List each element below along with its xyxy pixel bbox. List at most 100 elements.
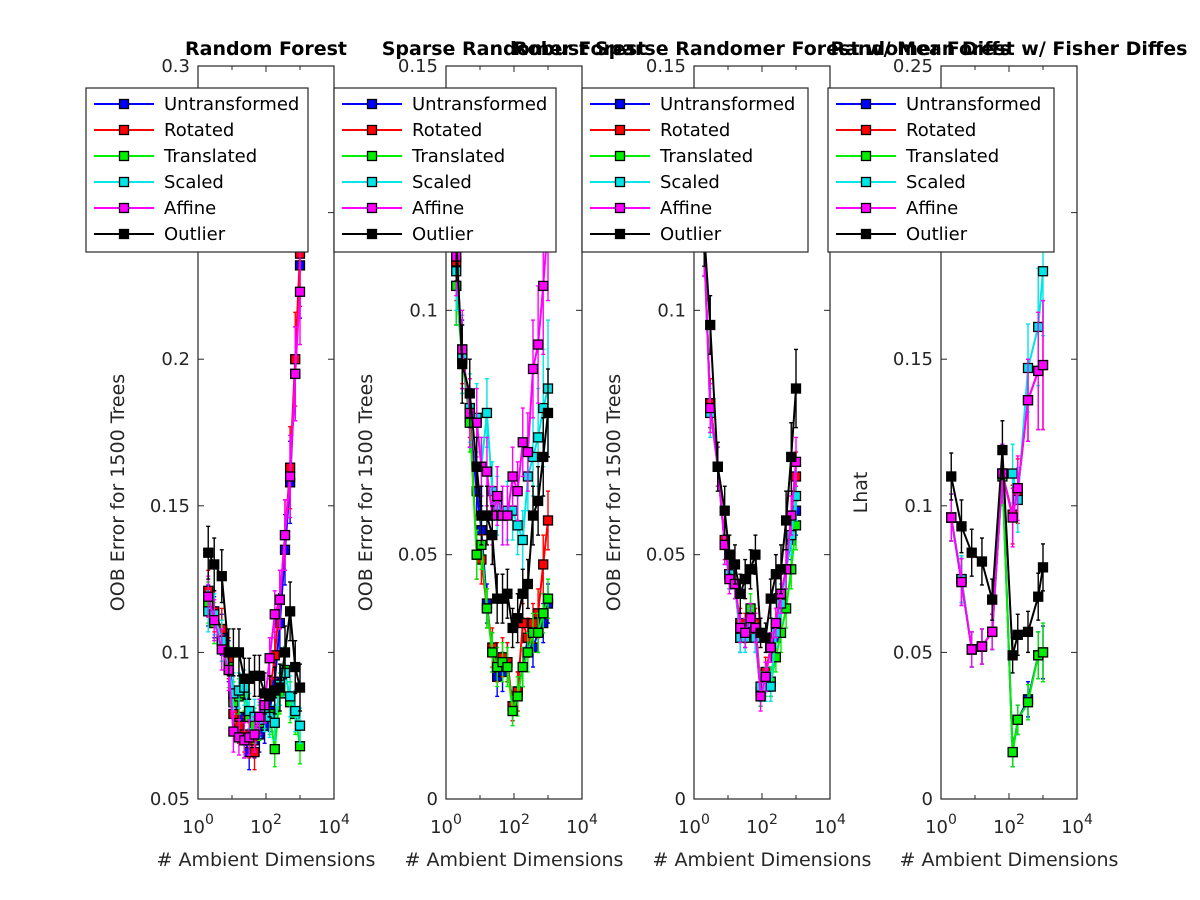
y-tick-label: 0 bbox=[427, 789, 438, 810]
legend-marker-translated bbox=[118, 150, 130, 162]
data-point-outlier bbox=[740, 573, 751, 585]
chart-panel-4: 0 0.05 0.1 0.15 0.25 100 102 104 # Ambient Dimen… bbox=[827, 38, 1188, 871]
legend-marker-scaled bbox=[860, 176, 872, 188]
y-tick-label: 0 bbox=[675, 789, 686, 810]
y-axis-label: Lhat bbox=[850, 472, 872, 514]
data-point-outlier bbox=[1022, 626, 1034, 638]
data-point-affine bbox=[209, 614, 220, 626]
data-point-affine bbox=[284, 471, 296, 482]
legend: Untransformed Rotated Translated Scaled Affi… bbox=[581, 87, 809, 253]
x-tick-label: 102 bbox=[250, 812, 282, 838]
legend-label-outlier: Outlier bbox=[164, 224, 226, 245]
legend-marker-rotated bbox=[860, 124, 872, 136]
data-point-outlier bbox=[209, 559, 220, 570]
legend-marker-translated bbox=[614, 150, 626, 162]
data-point-outlier bbox=[765, 593, 776, 604]
legend-box bbox=[85, 87, 309, 253]
legend-box bbox=[581, 87, 809, 253]
data-point-translated bbox=[481, 603, 493, 614]
y-tick-label: 0.1 bbox=[161, 642, 190, 663]
data-point-affine bbox=[946, 512, 957, 523]
data-point-outlier bbox=[471, 461, 482, 472]
y-axis-label: OOB Error for 1500 Trees bbox=[107, 374, 129, 611]
data-point-outlier bbox=[780, 515, 792, 526]
data-point-affine bbox=[254, 711, 265, 723]
y-tick-label: 0.15 bbox=[398, 56, 438, 77]
legend-label-outlier: Outlier bbox=[906, 224, 968, 245]
x-axis-label: # Ambient Dimensions bbox=[900, 849, 1119, 871]
data-point-translated bbox=[471, 549, 482, 560]
data-point-translated bbox=[517, 661, 528, 673]
data-point-outlier bbox=[464, 388, 475, 399]
legend-label-untransformed: Untransformed bbox=[412, 94, 547, 115]
data-point-affine bbox=[760, 671, 771, 682]
data-point-translated bbox=[1037, 647, 1049, 658]
y-tick-label: 0 bbox=[922, 789, 933, 810]
data-point-outlier bbox=[976, 556, 988, 567]
data-point-affine bbox=[203, 591, 214, 602]
legend-label-scaled: Scaled bbox=[906, 172, 966, 193]
data-point-affine bbox=[705, 402, 716, 414]
legend-label-translated: Translated bbox=[411, 146, 505, 167]
data-point-outlier bbox=[284, 606, 296, 617]
legend-marker-outlier bbox=[614, 228, 626, 240]
x-tick-label: 102 bbox=[993, 812, 1025, 838]
legend: Untransformed Rotated Translated Scaled Affi… bbox=[827, 87, 1055, 253]
data-point-scaled bbox=[244, 705, 255, 717]
data-point-outlier bbox=[538, 451, 549, 463]
data-point-outlier bbox=[216, 571, 227, 582]
data-point-outlier bbox=[522, 578, 534, 590]
x-tick-label: 100 bbox=[182, 812, 214, 838]
data-point-affine bbox=[294, 286, 306, 297]
data-point-affine bbox=[492, 490, 503, 502]
data-point-translated bbox=[542, 593, 554, 604]
data-point-outlier bbox=[966, 547, 977, 558]
legend-label-rotated: Rotated bbox=[660, 120, 730, 141]
data-point-outlier bbox=[719, 505, 730, 516]
legend-marker-scaled bbox=[366, 176, 378, 188]
legend-label-scaled: Scaled bbox=[412, 172, 472, 193]
legend-label-outlier: Outlier bbox=[412, 224, 474, 245]
data-point-scaled bbox=[512, 520, 523, 531]
y-tick-label: 0.05 bbox=[893, 642, 933, 663]
legend-marker-untransformed bbox=[614, 98, 626, 110]
y-tick-label: 0.2 bbox=[161, 349, 190, 370]
data-point-scaled bbox=[481, 407, 493, 419]
data-point-affine bbox=[279, 529, 291, 541]
data-point-outlier bbox=[294, 682, 306, 693]
data-point-affine bbox=[956, 576, 967, 588]
data-point-affine bbox=[1007, 512, 1018, 523]
data-point-translated bbox=[1007, 746, 1018, 758]
data-point-outlier bbox=[517, 588, 528, 599]
data-point-outlier bbox=[502, 588, 513, 599]
data-point-outlier bbox=[956, 521, 967, 532]
x-tick-label: 102 bbox=[498, 812, 530, 838]
data-point-affine bbox=[481, 466, 493, 477]
data-point-outlier bbox=[203, 547, 214, 558]
y-tick-label: 0.15 bbox=[893, 349, 933, 370]
data-point-affine bbox=[228, 726, 239, 737]
legend-marker-translated bbox=[860, 150, 872, 162]
data-point-affine bbox=[765, 642, 776, 653]
legend-label-affine: Affine bbox=[660, 198, 712, 219]
x-tick-label: 104 bbox=[814, 812, 846, 838]
data-point-affine bbox=[770, 617, 782, 629]
data-point-outlier bbox=[542, 407, 554, 419]
data-point-outlier bbox=[790, 383, 802, 394]
data-point-outlier bbox=[712, 461, 723, 472]
data-point-scaled bbox=[1007, 468, 1018, 479]
data-point-affine bbox=[527, 363, 539, 375]
data-point-outlier bbox=[481, 510, 493, 521]
data-point-affine bbox=[502, 510, 513, 521]
legend-marker-affine bbox=[366, 202, 378, 214]
legend-label-rotated: Rotated bbox=[906, 120, 976, 141]
data-point-affine bbox=[264, 653, 275, 664]
legend-marker-untransformed bbox=[860, 98, 872, 110]
data-point-affine bbox=[740, 627, 751, 639]
y-tick-label: 0.25 bbox=[893, 56, 933, 77]
legend-marker-untransformed bbox=[118, 98, 130, 110]
data-point-rotated bbox=[542, 515, 554, 526]
legend-marker-affine bbox=[614, 202, 626, 214]
chart-panel-2: 0 0.05 0.1 0.15 100 102 104 # Ambient Dimension… bbox=[333, 38, 646, 871]
data-point-affine bbox=[755, 691, 766, 702]
